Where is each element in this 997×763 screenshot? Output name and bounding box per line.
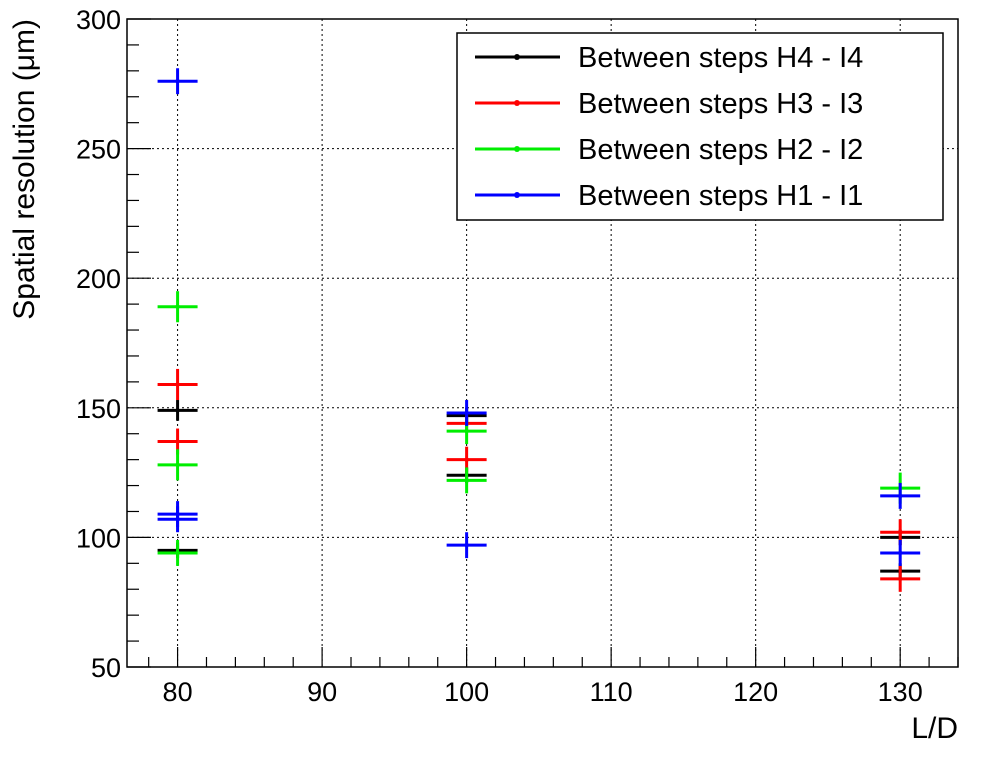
point-marker xyxy=(897,576,903,582)
axis-ticks xyxy=(127,18,959,668)
legend-label: Between steps H4 - I4 xyxy=(578,42,863,74)
y-axis-title: Spatial resolution (μm) xyxy=(8,19,41,320)
point-marker xyxy=(897,530,903,535)
point-marker xyxy=(175,550,180,556)
data-point xyxy=(157,400,198,421)
point-marker xyxy=(464,457,469,462)
legend-entry: Between steps H3 - I3 xyxy=(475,88,863,120)
legend-entry: Between steps H2 - I2 xyxy=(475,134,863,166)
point-marker xyxy=(175,439,180,444)
legend-marker xyxy=(514,100,520,106)
data-point xyxy=(880,565,921,592)
point-marker xyxy=(897,550,903,556)
point-marker xyxy=(897,493,903,499)
data-point xyxy=(157,368,198,401)
data-point xyxy=(157,539,198,566)
x-axis-title: L/D xyxy=(911,712,958,745)
y-tick-label: 200 xyxy=(76,264,121,294)
data-point xyxy=(446,400,487,426)
data-point xyxy=(157,449,198,481)
y-tick-label: 100 xyxy=(76,523,121,553)
legend-marker xyxy=(514,54,520,60)
point-marker xyxy=(464,478,469,483)
x-tick-label: 90 xyxy=(307,677,337,707)
data-point xyxy=(157,291,198,323)
data-point xyxy=(880,539,921,566)
legend-entry: Between steps H4 - I4 xyxy=(475,42,863,74)
data-point xyxy=(880,482,921,509)
data-point xyxy=(157,68,198,95)
y-tick-label: 300 xyxy=(76,5,121,35)
data-points xyxy=(157,68,921,592)
x-tick-label: 130 xyxy=(878,677,923,707)
legend-label: Between steps H1 - I1 xyxy=(578,180,863,212)
tick-labels: 80 90 100 110 120 130 50 100 150 200 250 300 xyxy=(76,5,923,707)
data-point xyxy=(446,467,487,494)
data-point xyxy=(157,506,198,533)
legend-entry: Between steps H1 - I1 xyxy=(475,180,863,212)
legend-label: Between steps H2 - I2 xyxy=(578,134,863,166)
point-marker xyxy=(464,410,469,416)
legend-label: Between steps H3 - I3 xyxy=(578,88,863,120)
legend: Between steps H4 - I4 Between steps H3 - … xyxy=(456,32,944,221)
x-tick-label: 110 xyxy=(590,677,633,707)
point-marker xyxy=(175,408,180,413)
point-marker xyxy=(175,517,180,522)
point-marker xyxy=(175,79,180,84)
legend-marker xyxy=(514,192,520,198)
legend-marker xyxy=(514,146,520,152)
y-tick-label: 50 xyxy=(91,653,121,683)
legend-box xyxy=(456,32,944,221)
x-tick-label: 100 xyxy=(444,677,489,707)
data-point xyxy=(446,532,487,559)
x-tick-label: 120 xyxy=(733,677,778,707)
y-tick-label: 150 xyxy=(76,394,121,424)
point-marker xyxy=(464,428,469,434)
y-tick-label: 250 xyxy=(76,135,121,165)
plot-frame xyxy=(126,18,959,668)
point-marker xyxy=(464,542,469,548)
point-marker xyxy=(175,462,180,468)
point-marker xyxy=(175,382,180,387)
point-marker xyxy=(175,304,180,309)
x-tick-label: 80 xyxy=(163,677,193,707)
